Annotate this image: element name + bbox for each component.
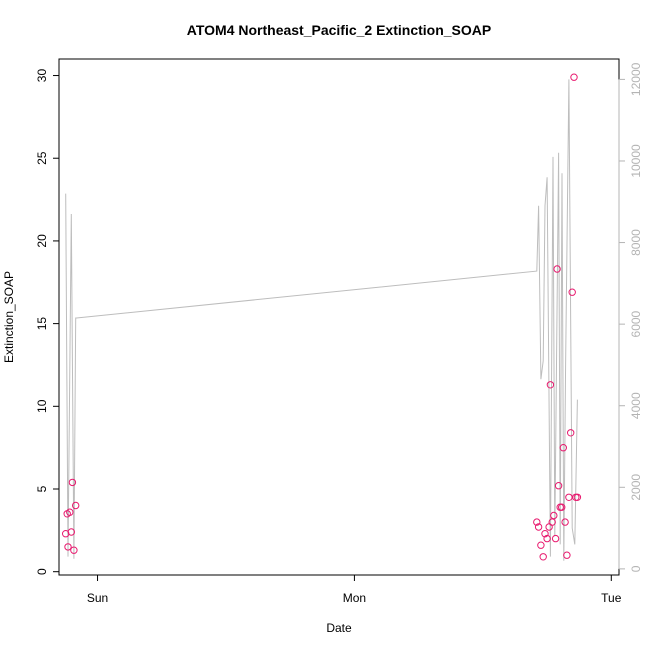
chart-title: ATOM4 Northeast_Pacific_2 Extinction_SOA… bbox=[187, 22, 491, 38]
data-point bbox=[563, 551, 571, 559]
data-point bbox=[568, 288, 576, 296]
data-point bbox=[567, 429, 575, 437]
series-line bbox=[65, 79, 578, 561]
left-tick-label: 5 bbox=[35, 485, 49, 492]
data-point bbox=[551, 534, 560, 543]
data-point bbox=[573, 493, 582, 501]
x-axis-label: Date bbox=[326, 621, 352, 635]
data-point bbox=[565, 493, 573, 501]
left-tick-label: 0 bbox=[35, 568, 49, 575]
right-tick-label: 0 bbox=[629, 565, 643, 572]
data-point bbox=[553, 265, 561, 273]
data-point bbox=[559, 444, 567, 452]
plot-frame bbox=[58, 58, 620, 576]
data-point bbox=[550, 511, 558, 520]
x-tick-label: Sun bbox=[87, 591, 108, 605]
data-point bbox=[67, 528, 76, 536]
data-point bbox=[543, 534, 551, 543]
data-point bbox=[554, 482, 563, 490]
data-point bbox=[70, 546, 78, 554]
y-axis-label: Extinction_SOAP bbox=[2, 271, 16, 363]
line-series bbox=[65, 79, 578, 561]
data-point bbox=[533, 518, 541, 526]
data-point bbox=[64, 543, 72, 551]
data-point bbox=[570, 73, 578, 81]
data-point bbox=[546, 381, 555, 389]
data-point bbox=[66, 508, 74, 516]
right-tick-label: 8000 bbox=[629, 229, 643, 256]
right-tick-label: 12000 bbox=[629, 62, 643, 96]
x-tick-label: Mon bbox=[343, 591, 366, 605]
right-tick-label: 10000 bbox=[629, 144, 643, 178]
data-point bbox=[541, 530, 549, 538]
left-tick-label: 15 bbox=[35, 317, 49, 331]
x-tick-label: Tue bbox=[601, 591, 622, 605]
x-axis: Sun Mon Tue bbox=[87, 574, 622, 605]
point-series bbox=[61, 73, 582, 561]
data-point bbox=[561, 518, 569, 526]
data-point bbox=[548, 518, 556, 526]
data-point bbox=[537, 541, 545, 549]
right-tick-label: 6000 bbox=[629, 310, 643, 337]
left-y-axis: 0 5 10 15 20 25 30 bbox=[35, 69, 60, 575]
data-point bbox=[534, 523, 543, 531]
data-point bbox=[539, 553, 547, 561]
data-point bbox=[68, 478, 77, 487]
right-tick-label: 2000 bbox=[629, 474, 643, 501]
left-tick-label: 10 bbox=[35, 399, 49, 413]
right-tick-label: 4000 bbox=[629, 392, 643, 419]
left-tick-label: 30 bbox=[35, 69, 49, 83]
left-tick-label: 25 bbox=[35, 151, 49, 165]
right-y-axis: 0 2000 4000 6000 8000 10000 12000 bbox=[618, 62, 643, 572]
data-point bbox=[72, 501, 80, 510]
data-point bbox=[558, 503, 566, 511]
left-tick-label: 20 bbox=[35, 234, 49, 248]
